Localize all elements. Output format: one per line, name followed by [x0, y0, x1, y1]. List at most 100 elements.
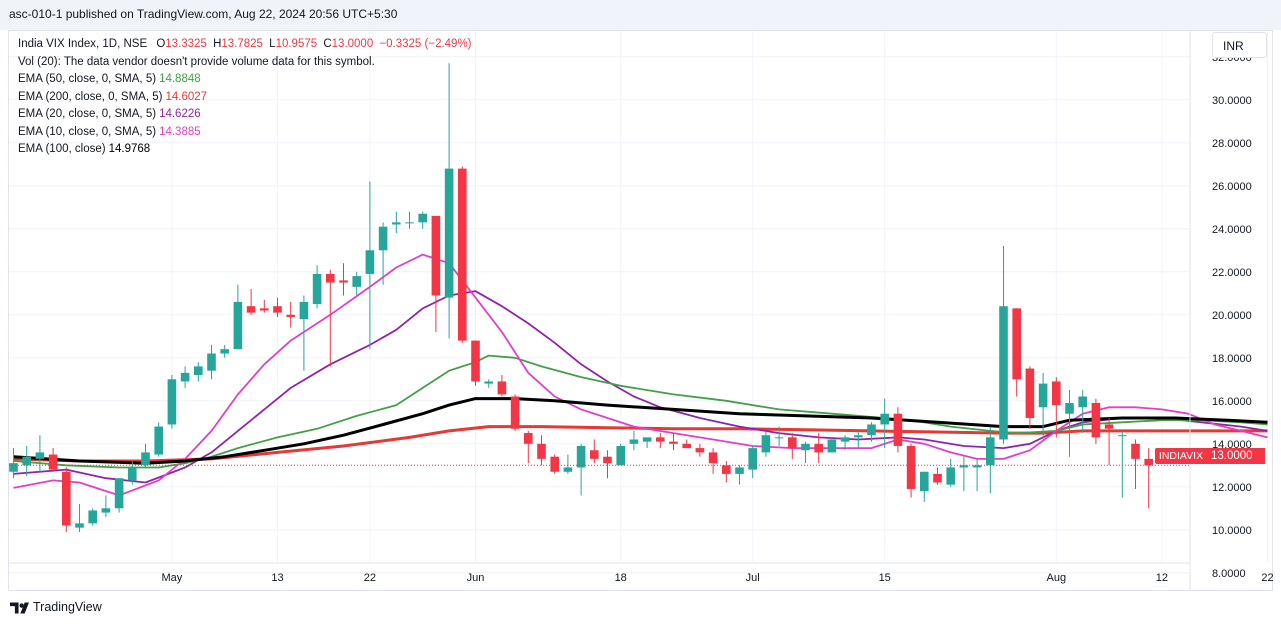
candle[interactable] — [986, 426, 995, 494]
candle[interactable] — [35, 435, 45, 472]
candle[interactable] — [669, 433, 678, 451]
candle[interactable] — [576, 443, 586, 496]
legend-indicator-row[interactable]: EMA (100, close) 14.9768 — [18, 141, 472, 159]
candle[interactable] — [893, 407, 903, 453]
candle[interactable] — [708, 448, 718, 474]
candle[interactable] — [722, 461, 731, 483]
price-tick-label: 14.0000 — [1212, 439, 1252, 451]
candle[interactable] — [946, 458, 955, 487]
candle[interactable] — [22, 445, 31, 477]
candle[interactable] — [180, 366, 190, 388]
candle[interactable] — [603, 450, 612, 479]
candle[interactable] — [774, 426, 784, 446]
candle[interactable] — [933, 467, 942, 485]
candle[interactable] — [233, 284, 243, 350]
candle[interactable] — [616, 443, 625, 466]
candle[interactable] — [167, 375, 177, 429]
candle[interactable] — [101, 495, 111, 517]
candle[interactable] — [761, 430, 771, 457]
candle[interactable] — [1025, 366, 1035, 429]
candle[interactable] — [326, 269, 335, 367]
candle[interactable] — [405, 211, 414, 229]
legend-volume-row[interactable]: Vol (20): The data vendor doesn't provid… — [18, 55, 375, 68]
candle[interactable] — [62, 467, 71, 532]
candle[interactable] — [1104, 418, 1114, 466]
candle[interactable] — [431, 215, 441, 332]
candle[interactable] — [972, 458, 982, 492]
ema-line — [13, 354, 1268, 469]
candle[interactable] — [906, 443, 916, 498]
legend-indicator-row[interactable]: EMA (20, close, 0, SMA, 5) 14.6226 — [18, 106, 472, 124]
candle[interactable] — [88, 508, 97, 526]
candle[interactable] — [48, 448, 58, 472]
candle[interactable] — [1091, 398, 1101, 444]
candle[interactable] — [154, 422, 163, 457]
candle[interactable] — [312, 265, 322, 309]
candle[interactable] — [273, 297, 282, 317]
candle[interactable] — [999, 246, 1008, 444]
candle[interactable] — [114, 478, 124, 513]
candle[interactable] — [339, 263, 348, 296]
candle[interactable] — [1065, 390, 1074, 457]
candle[interactable] — [537, 435, 546, 466]
candle[interactable] — [1052, 377, 1061, 438]
candle[interactable] — [656, 433, 665, 449]
candle[interactable] — [563, 454, 573, 474]
candle[interactable] — [1038, 372, 1048, 440]
candle[interactable] — [840, 435, 850, 451]
candle[interactable] — [524, 430, 533, 464]
legend-indicator-row[interactable]: EMA (50, close, 0, SMA, 5) 14.8848 — [18, 71, 472, 89]
candle[interactable] — [642, 437, 652, 449]
legend-indicator-row[interactable]: EMA (10, close, 0, SMA, 5) 14.3885 — [18, 124, 472, 142]
candle[interactable] — [788, 433, 797, 459]
candle[interactable] — [418, 211, 427, 229]
candle[interactable] — [959, 456, 969, 492]
currency-selector[interactable]: INR — [1212, 32, 1267, 58]
candle[interactable] — [444, 63, 454, 339]
candle[interactable] — [880, 398, 889, 449]
candle[interactable] — [590, 439, 599, 464]
candle[interactable] — [1078, 390, 1087, 434]
legend-symbol-row[interactable]: India VIX Index, 1D, NSE O13.3325 H13.78… — [18, 36, 472, 54]
candle[interactable] — [497, 375, 507, 397]
indicator-value: 14.9768 — [108, 143, 151, 155]
candle[interactable] — [207, 344, 216, 380]
candle[interactable] — [75, 504, 84, 532]
candle[interactable] — [299, 295, 309, 371]
candle[interactable] — [827, 437, 837, 453]
candle[interactable] — [1118, 430, 1127, 498]
candle[interactable] — [1144, 448, 1153, 509]
candle[interactable] — [867, 422, 876, 442]
candle[interactable] — [629, 430, 639, 451]
candle[interactable] — [141, 443, 150, 468]
candle[interactable] — [194, 362, 203, 382]
candle[interactable] — [220, 344, 229, 358]
candle[interactable] — [695, 443, 705, 457]
candle[interactable] — [1131, 439, 1140, 489]
candle[interactable] — [735, 465, 744, 485]
candle[interactable] — [920, 471, 929, 502]
indicator-value: 14.6226 — [159, 108, 201, 120]
candle[interactable] — [458, 166, 467, 343]
chart-canvas[interactable]: 8.0000 10.0000 12.0000 14.0000 16.0000 18.000… — [0, 0, 1281, 597]
candle[interactable] — [801, 441, 810, 464]
candle[interactable] — [484, 379, 493, 388]
candle[interactable] — [260, 299, 269, 313]
candle[interactable] — [854, 430, 863, 449]
legend-indicator-row[interactable]: EMA (200, close, 0, SMA, 5) 14.6027 — [18, 89, 472, 107]
candle[interactable] — [392, 211, 401, 234]
candle[interactable] — [471, 340, 480, 386]
candle[interactable] — [682, 439, 691, 449]
candle[interactable] — [378, 222, 388, 285]
candle[interactable] — [365, 181, 375, 350]
candle[interactable] — [352, 271, 361, 296]
candle[interactable] — [510, 394, 520, 431]
candle[interactable] — [1012, 308, 1021, 397]
candle[interactable] — [9, 448, 18, 479]
candle[interactable] — [748, 445, 757, 479]
indicator-label: EMA (50, close, 0, SMA, 5) — [18, 73, 157, 85]
candle[interactable] — [286, 301, 295, 328]
candle[interactable] — [814, 433, 823, 464]
candle[interactable] — [246, 289, 256, 315]
candle[interactable] — [550, 454, 559, 474]
